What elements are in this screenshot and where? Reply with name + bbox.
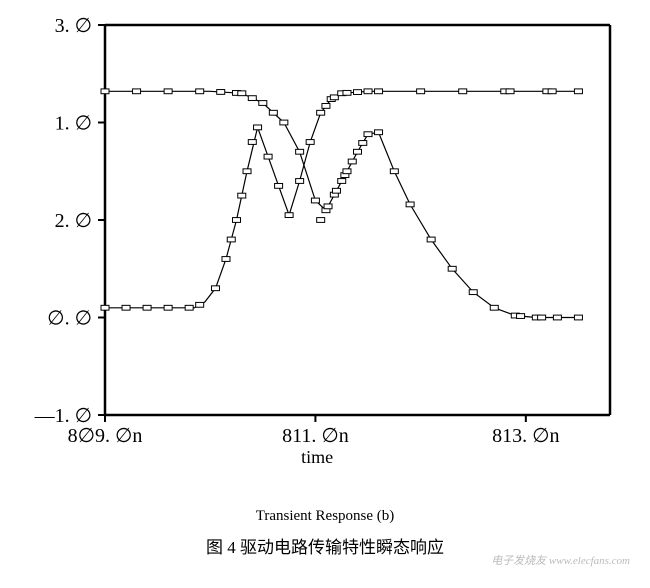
svg-text:1. ∅: 1. ∅ — [55, 113, 92, 135]
svg-text:∅. ∅: ∅. ∅ — [47, 308, 92, 330]
svg-text:2. ∅: 2. ∅ — [55, 210, 92, 232]
svg-text:—1. ∅: —1. ∅ — [34, 405, 92, 427]
caption-transient: Transient Response (b) — [0, 508, 650, 525]
svg-text:813. ∅n: 813. ∅n — [492, 425, 559, 447]
svg-text:811. ∅n: 811. ∅n — [282, 425, 349, 447]
svg-text:3. ∅: 3. ∅ — [55, 15, 92, 37]
svg-text:time: time — [301, 447, 333, 467]
transient-response-chart: —1. ∅ ∅. ∅ 2. ∅ 1. ∅ 3. ∅ 8∅9. ∅n 811. ∅n 813. … — [10, 10, 630, 470]
watermark-text: 电子发烧友 www.elecfans.com — [491, 552, 630, 568]
svg-text:8∅9. ∅n: 8∅9. ∅n — [68, 425, 143, 447]
chart-container: —1. ∅ ∅. ∅ 2. ∅ 1. ∅ 3. ∅ 8∅9. ∅n 811. ∅n 813. … — [10, 10, 630, 490]
